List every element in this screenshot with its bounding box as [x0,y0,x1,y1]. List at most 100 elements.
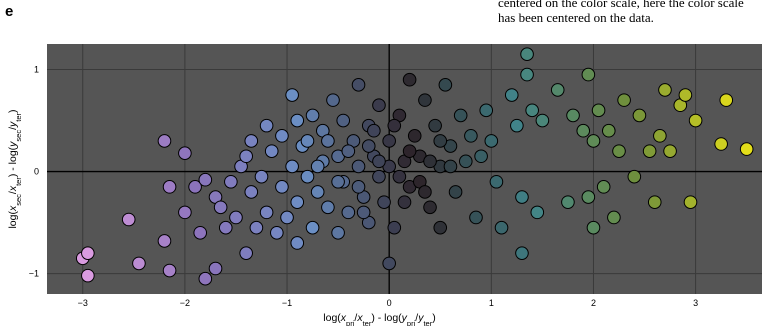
data-point [264,144,279,158]
data-point [331,174,345,189]
data-point [310,185,325,199]
data-point [402,144,417,158]
panel-label: e [5,3,14,20]
data-point [290,113,305,128]
data-point [617,93,631,107]
y-tick-label: 1 [34,65,39,75]
data-point [387,220,402,235]
data-point [305,220,320,235]
data-point [464,129,478,143]
data-point [678,88,693,102]
data-point [433,220,448,235]
y-tick-label: −1 [29,269,39,279]
data-point [596,180,611,194]
data-point [581,190,596,204]
data-point [259,205,274,220]
data-point [601,123,616,138]
data-point [321,200,335,215]
data-point [663,144,677,158]
data-point [290,195,305,209]
data-point [285,159,299,174]
data-point [321,134,335,148]
data-point [198,172,213,187]
data-point [341,205,356,220]
data-point [433,134,448,148]
y-tick-labels: −1 0 1 [29,65,39,279]
x-tick-label: 2 [591,298,596,308]
data-point [561,195,575,209]
data-point [474,149,488,164]
data-point [229,210,243,225]
data-point [300,169,315,184]
data-point [520,67,534,82]
data-point [224,174,238,189]
data-point [331,225,345,240]
data-point [632,108,647,123]
y-axis-label: log(xsec/xter) - log(ysec/yter) [7,109,23,228]
data-point [642,144,657,158]
data-point [392,169,407,184]
x-tick-label: −1 [282,298,292,308]
data-point [739,142,754,156]
data-point [351,159,366,174]
data-point [479,103,494,118]
x-tick-label: 3 [693,298,698,308]
data-point [489,174,504,189]
data-point [520,47,534,62]
data-point [423,154,437,169]
data-point [239,149,253,164]
data-point [361,139,376,153]
data-point [178,146,192,160]
data-point [218,220,233,235]
data-point [418,93,432,107]
data-point [285,88,299,102]
data-point [683,195,698,209]
data-point [402,72,417,87]
data-point [418,185,432,199]
data-point [438,78,453,92]
data-point [423,200,437,215]
data-point [719,93,734,107]
x-tick-label: 1 [489,298,494,308]
data-point [275,129,289,143]
data-point [612,144,626,158]
data-point [81,268,95,283]
data-point [647,195,662,209]
data-point [576,123,591,138]
data-point [351,78,366,92]
data-point [515,246,529,260]
data-point [208,261,223,276]
data-point [627,169,642,184]
data-point [336,113,351,128]
data-point [193,225,208,240]
data-points [75,47,754,286]
data-point [382,256,396,271]
data-point [372,169,386,184]
data-point [510,118,524,133]
data-point [453,108,468,123]
data-point [377,195,391,209]
data-point [198,271,213,286]
data-point [270,225,284,240]
x-tick-labels: −3 −2 −1 0 1 2 3 [78,298,698,308]
data-point [714,137,728,151]
data-point [162,180,177,194]
data-point [525,103,539,118]
data-point [653,129,667,143]
data-point [157,134,172,148]
data-point [275,180,289,194]
x-axis-label: log(xpri/xter) - log(ypri/yter) [323,312,435,326]
data-point [397,195,412,209]
data-point [259,118,274,133]
data-point [407,129,422,143]
data-point [326,93,340,107]
y-tick-label: 0 [34,167,39,177]
data-point [494,220,509,235]
data-point [607,210,621,225]
data-point [121,212,136,227]
data-point [504,88,519,102]
data-point [515,190,529,204]
data-point [469,210,483,225]
data-point [581,67,596,82]
